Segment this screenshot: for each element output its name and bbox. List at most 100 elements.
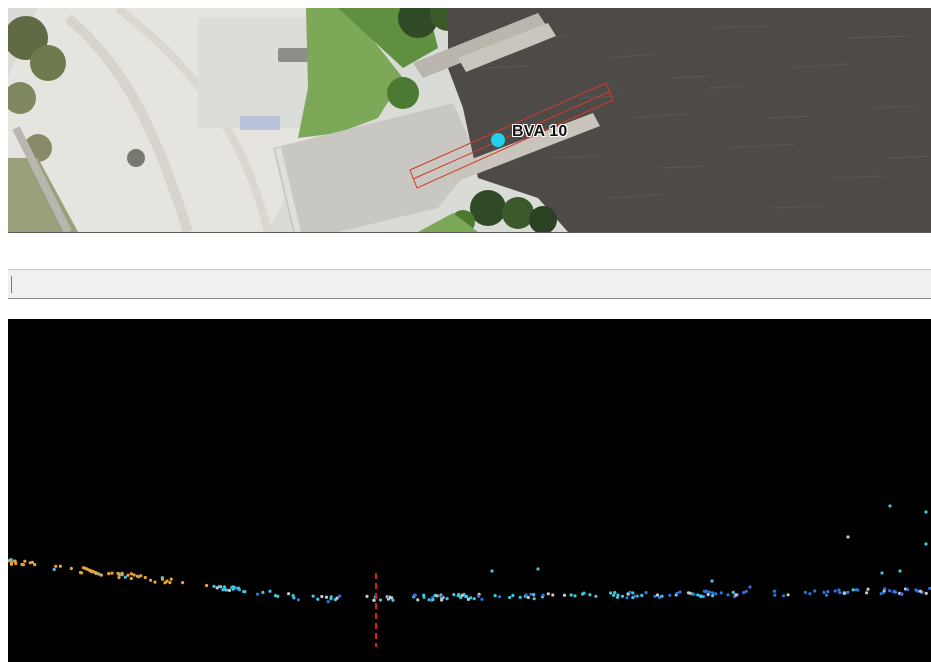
profile-point [99, 573, 103, 577]
profile-point [227, 588, 232, 592]
profile-point [456, 594, 460, 598]
profile-point [123, 575, 127, 579]
profile-point [9, 558, 13, 562]
point-cloud-profile [8, 319, 931, 662]
profile-point [678, 590, 682, 594]
profile-point [292, 596, 296, 600]
profile-point [704, 590, 708, 594]
profile-point [655, 593, 660, 597]
profile-point [710, 579, 714, 583]
profile-point [465, 595, 469, 599]
profile-point [846, 590, 850, 594]
profile-point [888, 504, 892, 508]
profile-point [107, 572, 111, 576]
profile-point [431, 598, 435, 602]
profile-point [898, 569, 902, 573]
profile-point [268, 589, 272, 593]
profile-point [700, 594, 704, 599]
profile-point [856, 588, 860, 592]
profile-point [711, 591, 715, 595]
profile-point [532, 593, 536, 597]
profile-view[interactable] [8, 319, 931, 662]
profile-point [826, 590, 830, 594]
profile-point [20, 562, 24, 567]
profile-point [906, 588, 910, 592]
profile-point [287, 592, 291, 596]
profile-point [296, 598, 300, 602]
section-box[interactable] [409, 82, 614, 189]
profile-point [900, 592, 904, 596]
profile-toolbar [8, 269, 931, 299]
command-input[interactable] [16, 274, 320, 296]
profile-point [628, 590, 632, 594]
profile-point [117, 575, 121, 580]
profile-point [524, 593, 528, 597]
profile-point [924, 510, 928, 514]
profile-point [472, 597, 476, 601]
profile-point [160, 577, 165, 581]
profile-point [714, 592, 718, 596]
profile-point [612, 593, 616, 597]
profile-point [640, 593, 644, 597]
profile-point [924, 591, 928, 595]
profile-point [324, 595, 329, 599]
profile-point [326, 600, 330, 604]
profile-point [126, 573, 130, 577]
profile-point [620, 594, 625, 598]
profile-point [609, 591, 613, 595]
profile-point [412, 593, 416, 597]
profile-point [883, 587, 887, 591]
profile-point [562, 593, 567, 597]
profile-point [529, 592, 533, 596]
profile-point [734, 593, 738, 597]
profile-point [480, 597, 484, 601]
profile-point [222, 585, 227, 589]
profile-point [230, 585, 234, 589]
profile-point [132, 573, 136, 577]
profile-point [33, 563, 37, 567]
point-label: BVA 10 [512, 123, 568, 140]
profile-point [808, 592, 812, 596]
profile-point [23, 559, 27, 563]
profile-point [893, 589, 897, 593]
profile-point [372, 598, 376, 602]
profile-point [842, 591, 846, 595]
profile-point [69, 566, 73, 571]
profile-point [551, 593, 555, 597]
profile-point [120, 571, 124, 575]
profile-point [866, 587, 870, 591]
profile-point [888, 589, 892, 593]
profile-point [772, 589, 776, 593]
profile-point [786, 593, 790, 597]
profile-point [838, 591, 842, 595]
profile-point [52, 567, 56, 572]
profile-point [511, 593, 515, 597]
profile-point [466, 597, 470, 601]
profile-point [243, 590, 247, 594]
profile-point [139, 574, 143, 578]
profile-point [135, 574, 139, 578]
profile-point [508, 595, 512, 600]
profile-point [675, 591, 679, 595]
profile-point [79, 571, 84, 575]
profile-point [335, 596, 339, 600]
profile-point [445, 597, 449, 601]
profile-point [773, 593, 777, 597]
aerial-imagery [8, 8, 931, 232]
profile-point [879, 592, 883, 596]
profile-point [255, 592, 260, 596]
profile-point [653, 594, 657, 598]
profile-point [440, 598, 444, 602]
profile-point [837, 588, 841, 592]
profile-point [613, 591, 617, 595]
toolbar-grip [11, 276, 12, 293]
profile-point [320, 594, 324, 599]
profile-point [391, 598, 395, 602]
profile-point [833, 589, 837, 593]
map-view[interactable]: BVA 10 [8, 8, 931, 233]
profile-point [378, 598, 383, 602]
profile-point [212, 584, 216, 588]
profile-point [110, 571, 114, 575]
point-marker[interactable] [491, 133, 505, 147]
profile-point [914, 588, 918, 592]
